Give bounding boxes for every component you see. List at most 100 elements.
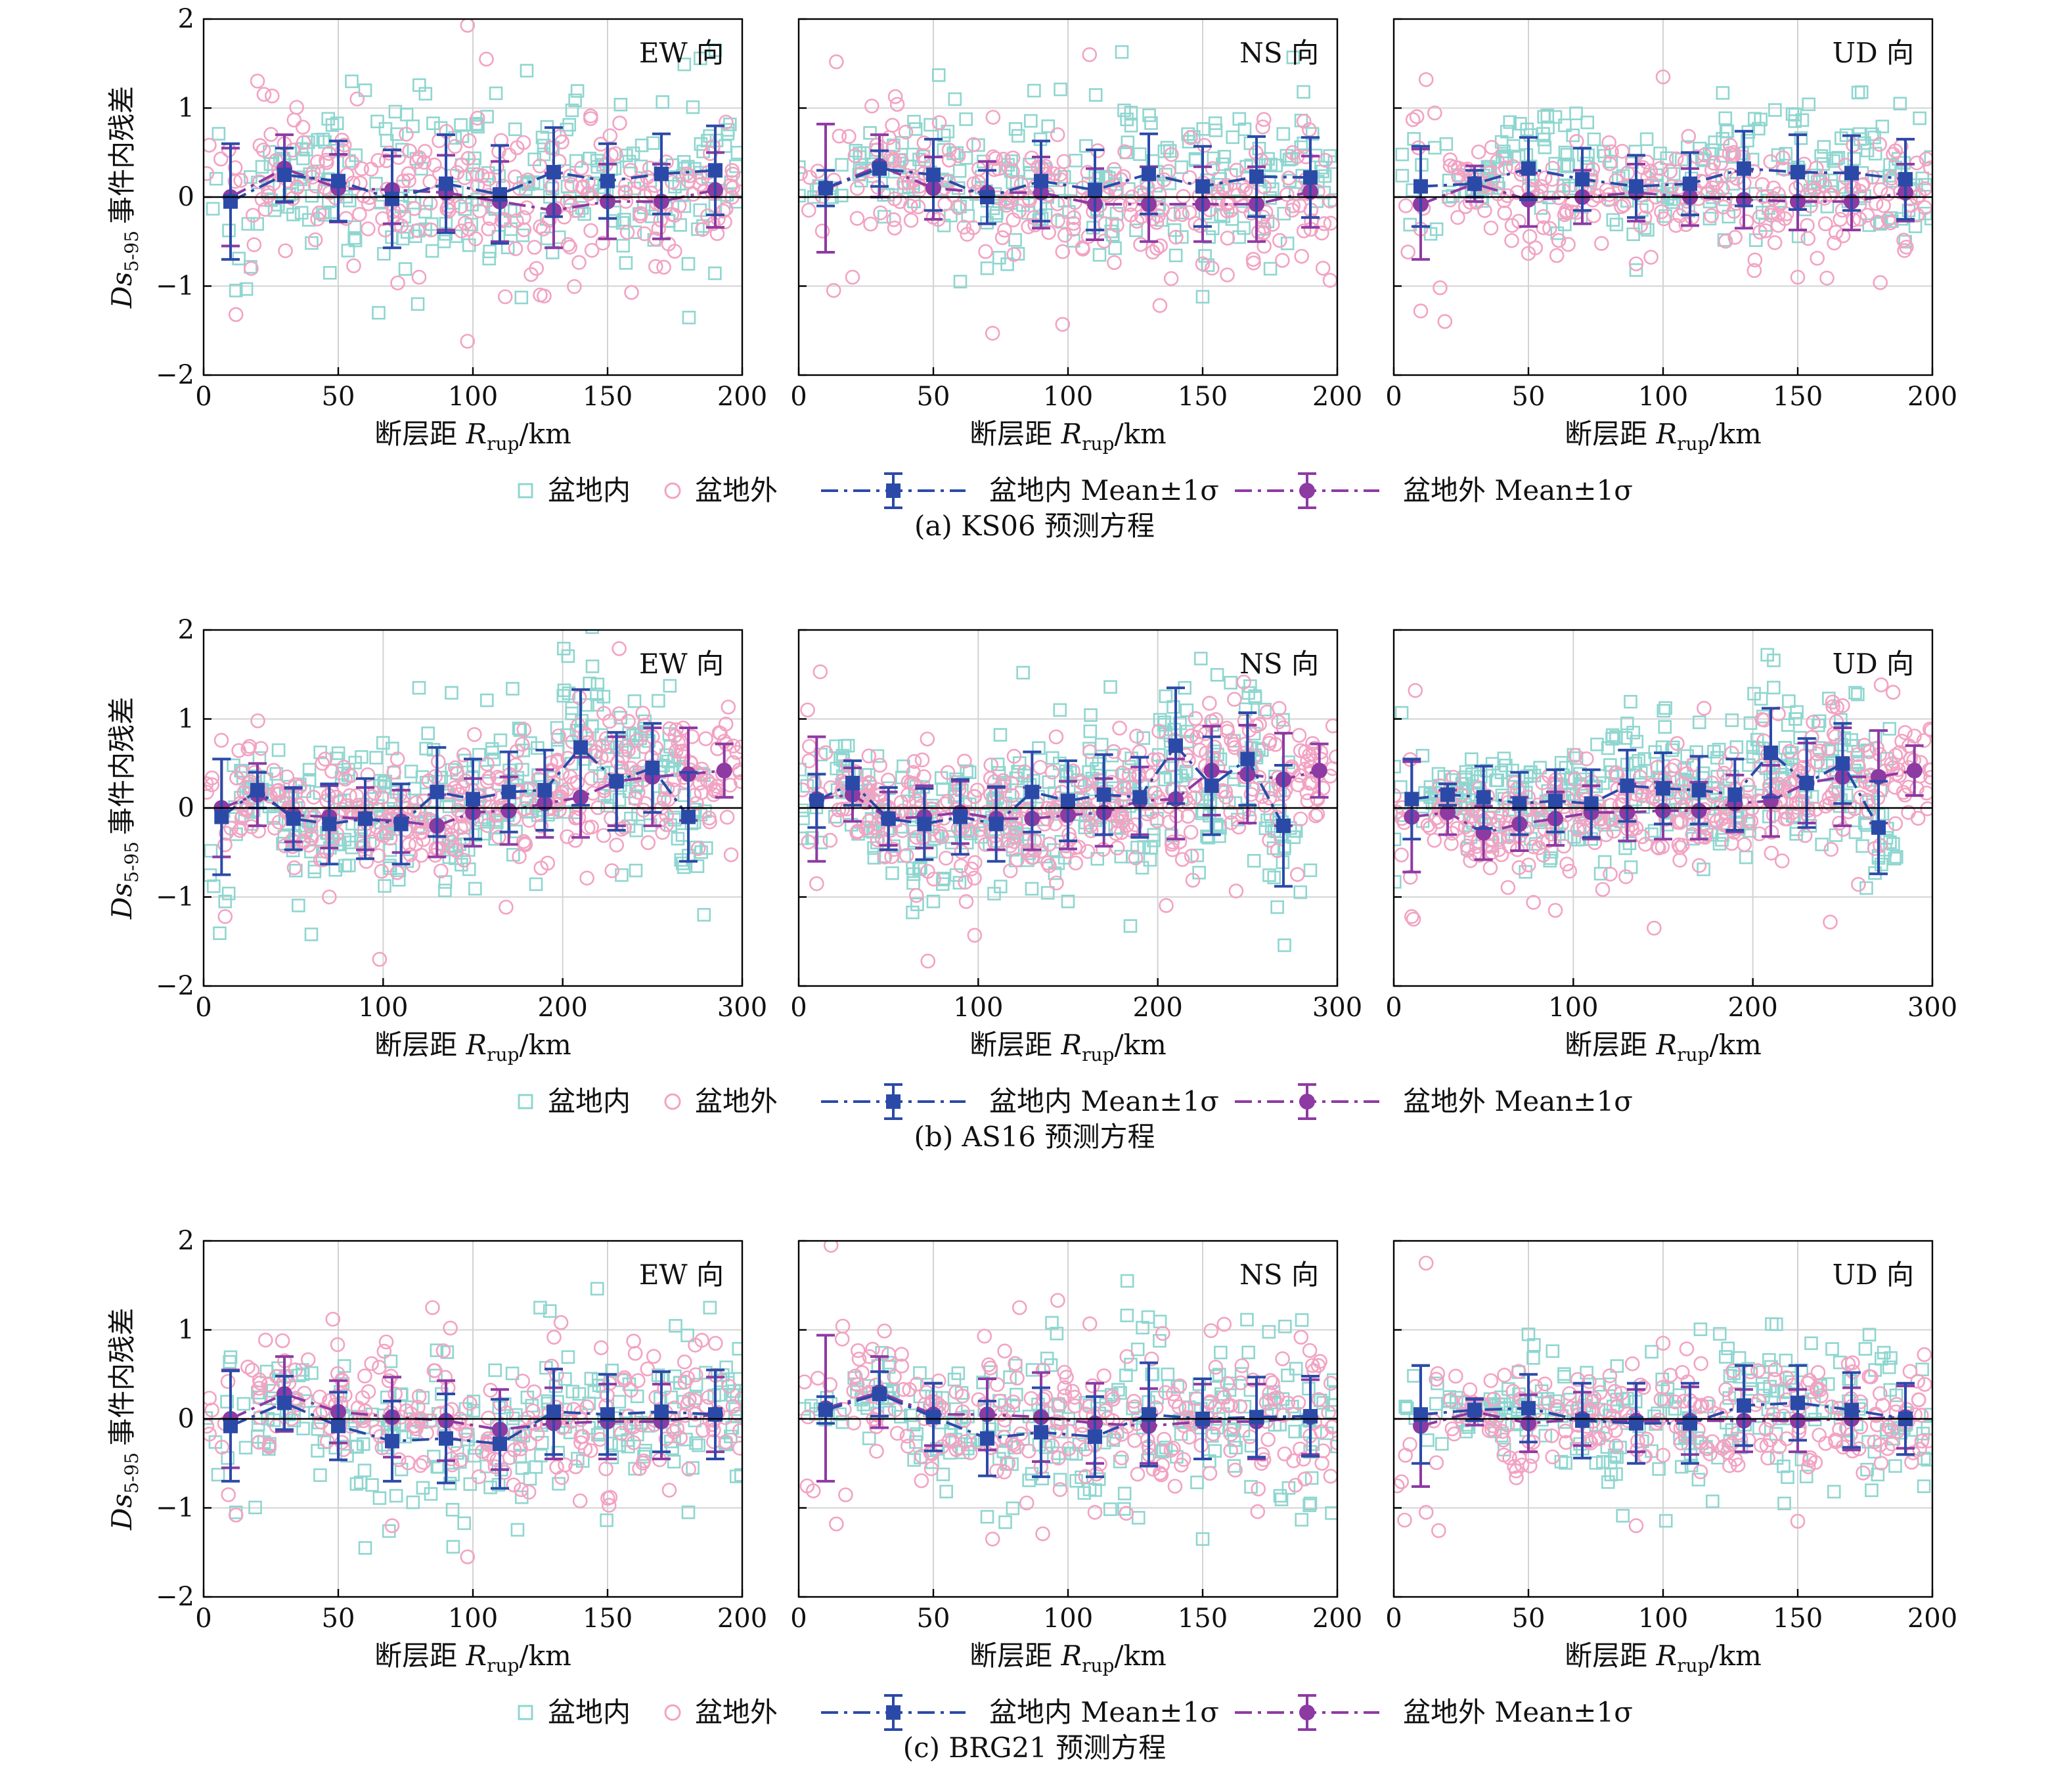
outside-point (560, 194, 575, 209)
outside-point (829, 54, 844, 70)
legend-label: 盆地内 Mean±1σ (989, 474, 1219, 506)
outside-point (1185, 872, 1201, 888)
inside-point (1159, 689, 1173, 704)
outside-point (520, 172, 536, 188)
outside-point (286, 112, 302, 128)
inside-point (692, 1438, 705, 1452)
inside-point (480, 110, 494, 123)
outside-point (1768, 778, 1783, 794)
inside-point (358, 83, 372, 97)
inside-point (1716, 86, 1730, 100)
x-tick-label: 50 (1512, 382, 1546, 412)
inside-point (1247, 854, 1261, 868)
outside-point (1316, 216, 1332, 231)
outside-point (1505, 159, 1521, 175)
outside-point (240, 741, 256, 757)
inside-point (1061, 894, 1075, 908)
outside-point (546, 1330, 562, 1345)
legend-circle-icon (664, 482, 681, 499)
inside-mean-marker (872, 161, 887, 176)
outside-point (801, 202, 816, 218)
inside-point (347, 220, 362, 235)
inside-point (989, 209, 1003, 223)
inside-point (1882, 722, 1896, 736)
outside-point (342, 788, 357, 803)
outside-point (1504, 233, 1519, 248)
x-tick-label: 100 (358, 993, 408, 1023)
outside-point (1129, 728, 1144, 744)
outside-point (1752, 210, 1768, 225)
outside-point (1825, 786, 1840, 802)
outside-point (954, 844, 969, 860)
outside-point (1919, 785, 1932, 801)
inside-mean-marker (989, 817, 1004, 832)
outside-point (1675, 776, 1691, 791)
inside-point (619, 256, 633, 270)
outside-point (1655, 69, 1671, 85)
inside-point (467, 1448, 481, 1463)
outside-point (1457, 199, 1473, 214)
inside-point (1327, 155, 1337, 169)
outside-point (1262, 736, 1277, 751)
inside-point (1258, 702, 1272, 717)
outside-point (1766, 190, 1781, 206)
inside-point (1200, 829, 1214, 843)
inside-point (1232, 230, 1246, 244)
outside-point (204, 777, 219, 792)
outside-point (719, 809, 735, 825)
inside-mean-marker (1844, 166, 1859, 181)
inside-mean-marker (708, 163, 723, 178)
inside-point (1558, 118, 1572, 133)
inside-mean-marker (1521, 161, 1536, 176)
inside-point (1789, 822, 1804, 836)
outside-point (910, 199, 926, 215)
outside-point (1716, 199, 1731, 215)
inside-point (1658, 720, 1672, 734)
outside-point (223, 820, 239, 836)
legend-circle-marker-icon (1299, 1094, 1315, 1109)
inside-point (323, 266, 337, 280)
outside-point (1082, 47, 1098, 62)
inside-mean-marker (1303, 170, 1318, 185)
inside-point (858, 768, 872, 782)
inside-point (483, 244, 497, 259)
outside-point (533, 287, 548, 303)
inside-mean-series (1402, 707, 1888, 876)
outside-point (481, 1410, 496, 1425)
outside-point (1521, 857, 1536, 873)
inside-point (1558, 145, 1572, 160)
outside-point (390, 275, 405, 291)
inside-point (834, 189, 849, 202)
outside-point (567, 279, 582, 294)
inside-point (533, 1301, 547, 1314)
outside-point (1494, 847, 1509, 862)
inside-point (1258, 158, 1272, 173)
outside-point (1291, 728, 1307, 743)
inside-mean-marker (430, 784, 445, 799)
inside-point (1790, 705, 1804, 719)
outside-point (732, 765, 742, 780)
outside-point (349, 91, 365, 107)
inside-mean-marker (501, 784, 516, 799)
outside-point (1010, 852, 1025, 868)
inside-point (1136, 731, 1151, 745)
inside-mean-marker (439, 176, 453, 191)
outside-point (1394, 847, 1409, 862)
outside-point (427, 157, 442, 173)
inside-point (1747, 686, 1761, 701)
outside-point (1614, 199, 1629, 214)
outside-point (985, 149, 1001, 165)
inside-point (411, 297, 425, 311)
inside-point (523, 736, 537, 750)
inside-point (1239, 702, 1253, 717)
outside-point (1852, 212, 1867, 227)
inside-point (1739, 850, 1753, 864)
inside-point (719, 1360, 733, 1374)
outside-point (1567, 772, 1583, 788)
outside-point (544, 140, 559, 156)
outside-point (1262, 790, 1278, 806)
inside-point (1609, 730, 1623, 744)
outside-point (1697, 700, 1712, 716)
inside-mean-marker (1132, 790, 1147, 805)
